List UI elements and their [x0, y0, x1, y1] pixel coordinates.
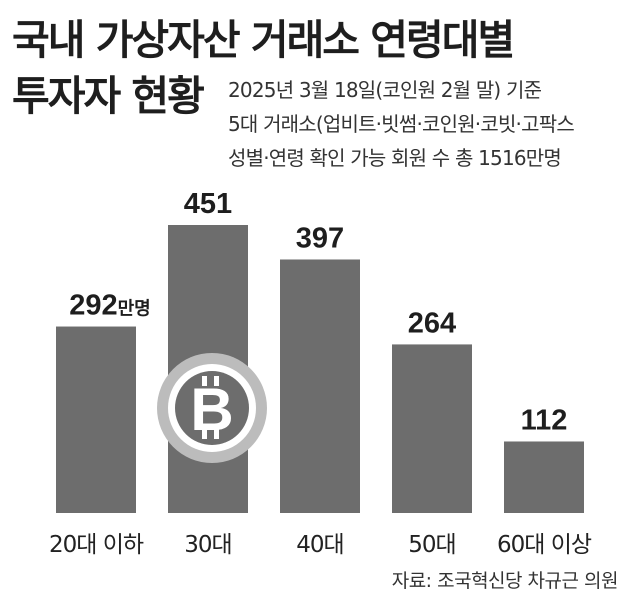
bar-0	[56, 326, 136, 513]
category-label-4: 60대 이상	[497, 532, 592, 558]
source-note: 자료: 조국혁신당 차규근 의원	[391, 570, 619, 592]
chart-title-line2: 투자자 현황	[12, 72, 205, 120]
chart-note-total: 성별·연령 확인 가능 회원 수 총 1516만명	[228, 146, 562, 170]
chart-note-date: 2025년 3월 18일(코인원 2월 말) 기준	[228, 78, 542, 102]
svg-text:B: B	[190, 376, 233, 443]
bitcoin-icon: B	[157, 353, 267, 463]
category-labels-group: 20대 이하 30대 40대 50대 60대 이상	[49, 532, 593, 558]
chart-note-exchanges: 5대 거래소(업비트·빗썸·코인원·코빗·고팍스	[228, 112, 575, 136]
category-label-1: 30대	[184, 532, 231, 558]
value-label-4: 112	[521, 404, 568, 436]
category-label-0: 20대 이하	[49, 532, 144, 558]
bar-3	[392, 344, 472, 513]
category-label-2: 40대	[296, 532, 343, 558]
bar-2	[280, 259, 360, 513]
value-label-0: 292만명	[69, 290, 151, 322]
value-label-3: 264	[408, 307, 456, 339]
value-label-1: 451	[184, 188, 232, 220]
unit-label: 만명	[118, 299, 151, 319]
bars-group	[56, 225, 584, 513]
bar-4	[504, 441, 584, 513]
value-label-2: 397	[296, 222, 344, 254]
value-labels-group: 292만명 451 397 264 112	[69, 188, 567, 436]
chart-title: 국내 가상자산 거래소 연령대별	[12, 16, 515, 64]
category-label-3: 50대	[408, 532, 455, 558]
